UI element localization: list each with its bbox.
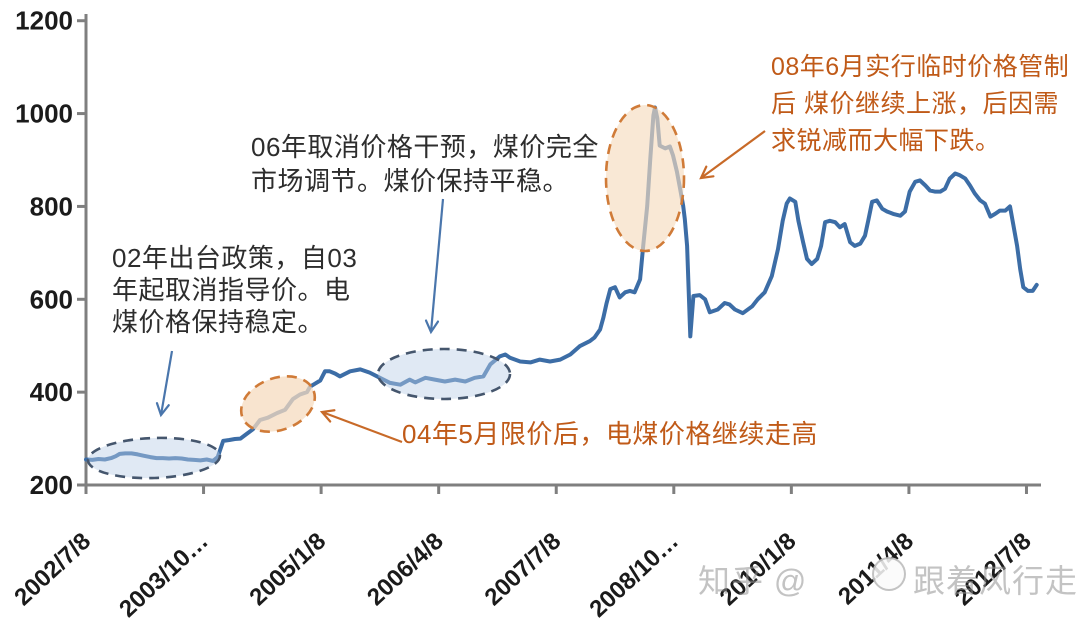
annotation-arrow-arrow-2002 bbox=[155, 350, 174, 418]
y-tick-label: 800 bbox=[30, 191, 73, 221]
y-tick-label: 400 bbox=[30, 377, 73, 407]
highlight-ellipse-stable-2002-2003 bbox=[86, 436, 222, 480]
annotation-text-line: 年起取消指导价。电 bbox=[112, 275, 351, 305]
annotation-arrow-arrow-2008 bbox=[699, 130, 766, 180]
annotation-text-line: 市场调节。煤价保持平稳。 bbox=[251, 166, 570, 196]
y-tick-label: 600 bbox=[30, 284, 73, 314]
annotation-text-line: 02年出台政策，自03 bbox=[112, 243, 358, 273]
highlight-ellipse-stable-2006 bbox=[376, 347, 512, 401]
annotation-2002-policy: 02年出台政策，自03 年起取消指导价。电 煤价格保持稳定。 bbox=[112, 242, 357, 338]
annotation-text-line: 04年5月限价后，电煤价格继续走高 bbox=[402, 419, 818, 449]
x-tick-label: 2007/7/8 bbox=[480, 528, 567, 611]
annotation-text-line: 后 煤价继续上涨，后因需 bbox=[771, 90, 1059, 118]
annotation-2006-policy: 06年取消价格干预，煤价完全 市场调节。煤价保持平稳。 bbox=[251, 130, 599, 198]
annotation-text-line: 08年6月实行临时价格管制 bbox=[771, 53, 1070, 81]
watermark-username: 跟着风行走 bbox=[913, 563, 1079, 599]
y-tick-label: 1200 bbox=[15, 6, 73, 36]
x-tick-label: 2003/10… bbox=[114, 528, 213, 623]
highlight-ellipse-price-cap-2004 bbox=[239, 375, 317, 433]
annotation-2008-policy: 08年6月实行临时价格管制 后 煤价继续上涨，后因需 求锐减而大幅下跌。 bbox=[771, 49, 1069, 160]
annotation-text-line: 煤价格保持稳定。 bbox=[112, 307, 325, 337]
annotation-arrow-arrow-2006 bbox=[424, 198, 445, 335]
y-tick-label: 1000 bbox=[15, 99, 73, 129]
watermark-zhihu-label: 知乎 @ bbox=[698, 563, 808, 599]
watermark-avatar-icon bbox=[872, 557, 906, 591]
x-tick-label: 2005/1/8 bbox=[244, 528, 331, 611]
annotation-text-line: 求锐减而大幅下跌。 bbox=[771, 127, 1001, 155]
x-tick-label: 2008/10… bbox=[584, 528, 683, 623]
annotation-text-line: 06年取消价格干预，煤价完全 bbox=[251, 132, 599, 162]
x-tick-label: 2006/4/8 bbox=[362, 528, 449, 611]
x-tick-label: 2002/7/8 bbox=[9, 528, 96, 611]
annotation-arrow-arrow-2004 bbox=[319, 409, 403, 444]
y-tick-label: 200 bbox=[30, 470, 73, 500]
highlight-ellipse-spike-2008 bbox=[604, 103, 686, 253]
annotation-2004-policy: 04年5月限价后，电煤价格继续走高 bbox=[402, 418, 818, 450]
